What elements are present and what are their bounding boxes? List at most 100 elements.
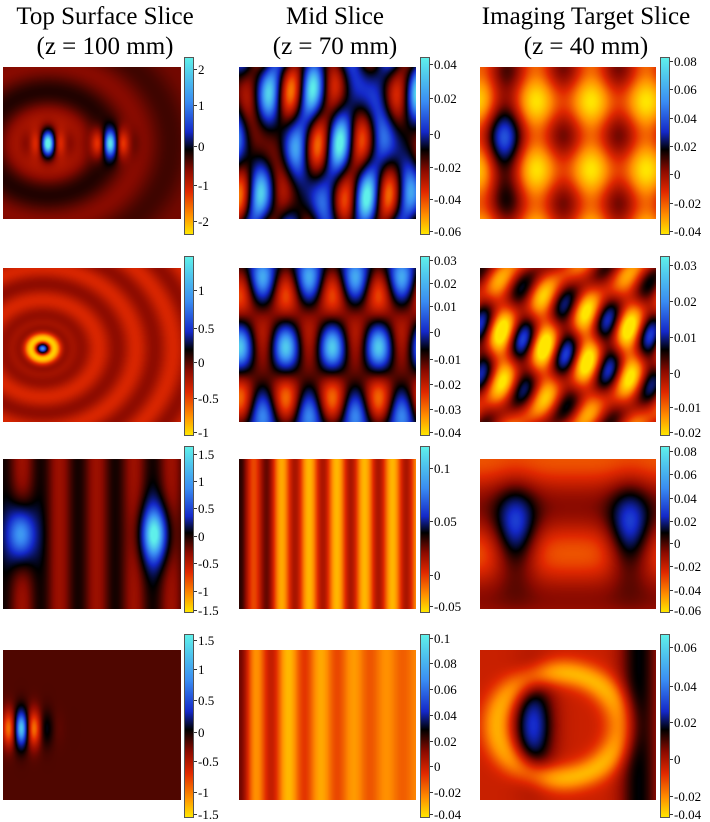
- heatmap-r4c2: [239, 650, 416, 800]
- colorbar-tick-label: 0.04: [674, 679, 697, 694]
- colorbar-tick-mark: [670, 203, 673, 204]
- colorbar-tick-mark: [194, 69, 197, 70]
- colorbar-r4c3: [660, 634, 670, 818]
- colorbar-tick-mark: [670, 337, 673, 338]
- colorbar-tick-label: -2: [198, 214, 209, 229]
- colorbar-tick-mark: [430, 689, 433, 690]
- colorbar-tick-label: 0.02: [434, 734, 457, 749]
- column-title-line2: (z = 70 mm): [272, 33, 398, 60]
- colorbar-tick-mark: [194, 185, 197, 186]
- colorbar-tick-label: -0.04: [674, 807, 702, 822]
- colorbar-tick-mark: [194, 700, 197, 701]
- colorbar-tick-mark: [194, 481, 197, 482]
- colorbar-tick-label: -0.02: [674, 425, 702, 440]
- heatmap-r2c2: [239, 268, 416, 422]
- colorbar-tick-label: 0.5: [198, 321, 215, 336]
- colorbar-tick-label: -1: [198, 178, 209, 193]
- heatmap-r3c3: [480, 459, 656, 609]
- colorbar-r3c2: [420, 446, 430, 613]
- colorbar-tick-mark: [670, 521, 673, 522]
- column-title-line1: Imaging Target Slice: [481, 3, 691, 30]
- colorbar-tick-label: 0: [674, 366, 681, 381]
- colorbar-tick-mark: [430, 332, 433, 333]
- colorbar-tick-label: 0.5: [198, 693, 215, 708]
- colorbar-tick-mark: [430, 606, 433, 607]
- colorbar-tick-label: -1.5: [198, 807, 219, 822]
- colorbar-tick-mark: [430, 98, 433, 99]
- colorbar-tick-mark: [670, 796, 673, 797]
- colorbar-tick-mark: [430, 260, 433, 261]
- colorbar-tick-mark: [194, 732, 197, 733]
- colorbar-tick-label: -0.5: [198, 754, 219, 769]
- colorbar-tick-mark: [670, 610, 673, 611]
- colorbar-tick-label: 0.1: [434, 461, 451, 476]
- colorbar-tick-label: 0.02: [674, 715, 697, 730]
- colorbar-tick-mark: [194, 591, 197, 592]
- colorbar-tick-mark: [194, 814, 197, 815]
- column-title-imaging-target: Imaging Target Slice (z = 40 mm): [472, 2, 700, 62]
- column-title-line2: (z = 100 mm): [36, 33, 174, 60]
- colorbar-tick-mark: [430, 231, 433, 232]
- colorbar-tick-mark: [670, 146, 673, 147]
- column-title-mid: Mid Slice (z = 70 mm): [235, 2, 435, 62]
- colorbar-tick-mark: [194, 290, 197, 291]
- colorbar-tick-label: 0: [674, 536, 681, 551]
- colorbar-tick-mark: [430, 384, 433, 385]
- colorbar-tick-label: 0: [674, 752, 681, 767]
- colorbar-r2c3: [660, 256, 670, 436]
- colorbar-tick-label: 0.5: [198, 501, 215, 516]
- colorbar-tick-mark: [194, 761, 197, 762]
- colorbar-tick-label: 0.06: [674, 467, 697, 482]
- colorbar-tick-label: 0.06: [674, 82, 697, 97]
- colorbar-tick-mark: [194, 362, 197, 363]
- colorbar-tick-label: -0.02: [434, 160, 462, 175]
- colorbar-tick-label: 0: [198, 725, 205, 740]
- colorbar-tick-mark: [670, 231, 673, 232]
- colorbar-tick-label: 0.01: [674, 330, 697, 345]
- colorbar-tick-mark: [670, 566, 673, 567]
- colorbar-tick-label: -0.05: [434, 599, 462, 614]
- colorbar-tick-mark: [194, 328, 197, 329]
- colorbar-tick-label: -1: [198, 584, 209, 599]
- colorbar-tick-label: 0.02: [434, 91, 457, 106]
- colorbar-tick-label: 0.1: [434, 631, 451, 646]
- colorbar-tick-label: -1: [198, 785, 209, 800]
- colorbar-tick-mark: [670, 498, 673, 499]
- colorbar-tick-label: -0.04: [434, 807, 462, 822]
- colorbar-tick-label: 0.02: [674, 294, 697, 309]
- colorbar-tick-label: -0.02: [434, 785, 462, 800]
- colorbar-tick-mark: [430, 766, 433, 767]
- colorbar-tick-label: 1: [198, 283, 205, 298]
- colorbar-tick-label: 0: [434, 127, 441, 142]
- colorbar-tick-label: 0.08: [434, 656, 457, 671]
- colorbar-tick-label: 0: [198, 529, 205, 544]
- colorbar-tick-label: 0.01: [434, 299, 457, 314]
- colorbar-tick-mark: [430, 814, 433, 815]
- colorbar-tick-label: 0: [198, 355, 205, 370]
- colorbar-tick-mark: [670, 432, 673, 433]
- heatmap-r2c1: [3, 268, 181, 422]
- colorbar-tick-label: 0.04: [674, 111, 697, 126]
- colorbar-tick-label: 0: [434, 325, 441, 340]
- heatmap-r1c1: [3, 67, 181, 219]
- colorbar-tick-label: 0.02: [674, 514, 697, 529]
- colorbar-tick-mark: [430, 638, 433, 639]
- colorbar-tick-label: 1: [198, 662, 205, 677]
- colorbar-tick-label: 0: [674, 167, 681, 182]
- colorbar-tick-label: -0.06: [674, 603, 702, 618]
- colorbar-tick-mark: [430, 283, 433, 284]
- heatmap-r4c1: [3, 650, 181, 800]
- heatmap-r2c3: [480, 268, 656, 422]
- colorbar-tick-label: -0.5: [198, 556, 219, 571]
- colorbar-tick-label: 0.06: [674, 640, 697, 655]
- colorbar-tick-label: -0.02: [674, 196, 702, 211]
- colorbar-tick-mark: [430, 306, 433, 307]
- colorbar-r2c2: [420, 256, 430, 436]
- heatmap-r4c3: [480, 650, 656, 800]
- colorbar-r4c1: [184, 634, 194, 818]
- colorbar-tick-mark: [430, 792, 433, 793]
- colorbar-tick-label: 0.03: [434, 253, 457, 268]
- colorbar-tick-mark: [670, 265, 673, 266]
- colorbar-tick-mark: [670, 543, 673, 544]
- colorbar-tick-mark: [670, 118, 673, 119]
